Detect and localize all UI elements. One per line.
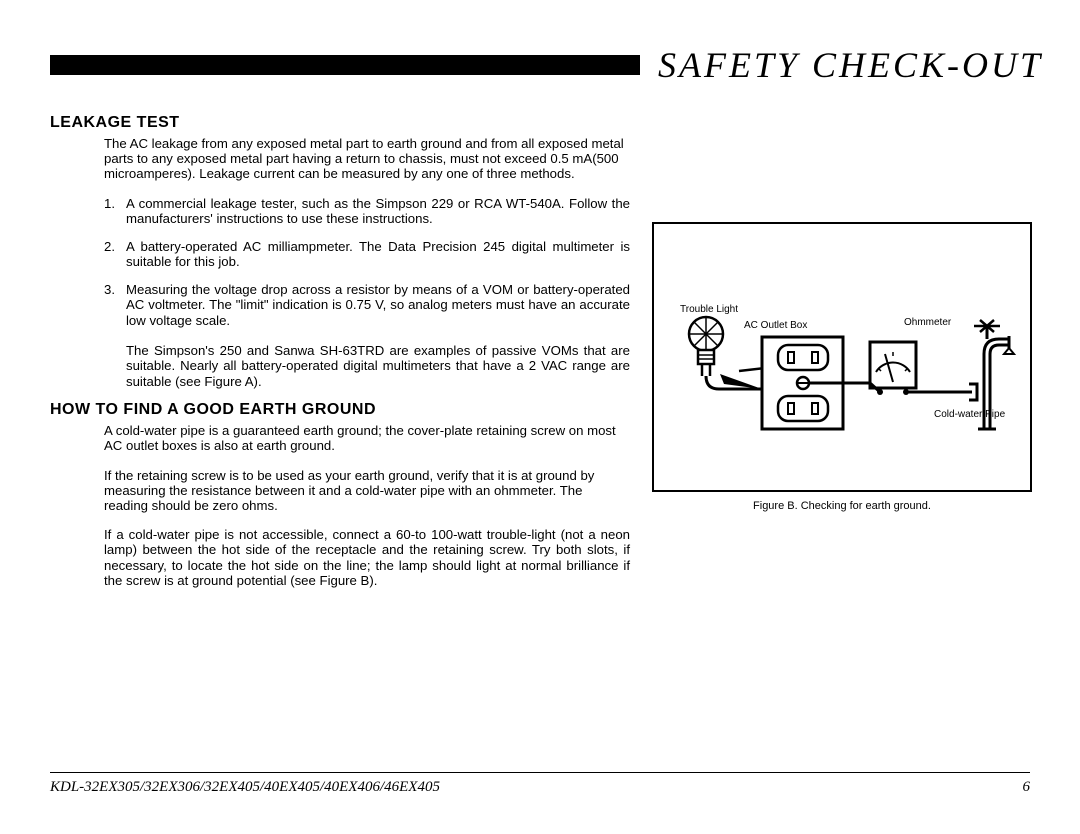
list-item: 3. Measuring the voltage drop across a r…	[104, 282, 630, 329]
label-trouble-light: Trouble Light	[680, 304, 738, 315]
figure-caption: Figure B. Checking for earth ground.	[652, 500, 1032, 512]
footer-models: KDL-32EX305/32EX306/32EX405/40EX405/40EX…	[50, 779, 440, 796]
right-column: Trouble Light AC Outlet Box Ohmmeter Col…	[652, 114, 1032, 602]
header-row: SAFETY CHECK-OUT	[50, 44, 1030, 86]
header-black-bar	[50, 55, 640, 75]
leakage-intro: The AC leakage from any exposed metal pa…	[104, 136, 630, 182]
content-row: LEAKAGE TEST The AC leakage from any exp…	[50, 114, 1030, 602]
method-list: 1. A commercial leakage tester, such as …	[104, 196, 630, 329]
section-heading-leakage: LEAKAGE TEST	[50, 114, 630, 132]
list-number: 2.	[104, 239, 126, 270]
label-ac-outlet: AC Outlet Box	[744, 320, 807, 331]
list-number: 3.	[104, 282, 126, 329]
earth-para-1: A cold-water pipe is a guaranteed earth …	[104, 423, 630, 453]
label-cold-water: Cold-water Pipe	[934, 409, 1005, 420]
label-ohmmeter: Ohmmeter	[904, 317, 951, 328]
earth-ground-diagram	[654, 224, 1030, 490]
footer: KDL-32EX305/32EX306/32EX405/40EX405/40EX…	[50, 772, 1030, 796]
left-column: LEAKAGE TEST The AC leakage from any exp…	[50, 114, 630, 602]
leakage-subpara: The Simpson's 250 and Sanwa SH-63TRD are…	[126, 343, 630, 390]
list-item: 2. A battery-operated AC milliampmeter. …	[104, 239, 630, 270]
earth-para-3: If a cold-water pipe is not accessible, …	[104, 527, 630, 588]
list-body: A commercial leakage tester, such as the…	[126, 196, 630, 227]
list-body: A battery-operated AC milliampmeter. The…	[126, 239, 630, 270]
list-body: Measuring the voltage drop across a resi…	[126, 282, 630, 329]
section-heading-earth: HOW TO FIND A GOOD EARTH GROUND	[50, 401, 630, 419]
list-item: 1. A commercial leakage tester, such as …	[104, 196, 630, 227]
list-number: 1.	[104, 196, 126, 227]
page-title: SAFETY CHECK-OUT	[640, 44, 1043, 86]
earth-para-2: If the retaining screw is to be used as …	[104, 468, 630, 514]
figure-b-box: Trouble Light AC Outlet Box Ohmmeter Col…	[652, 222, 1032, 492]
footer-page-number: 6	[1023, 779, 1031, 796]
